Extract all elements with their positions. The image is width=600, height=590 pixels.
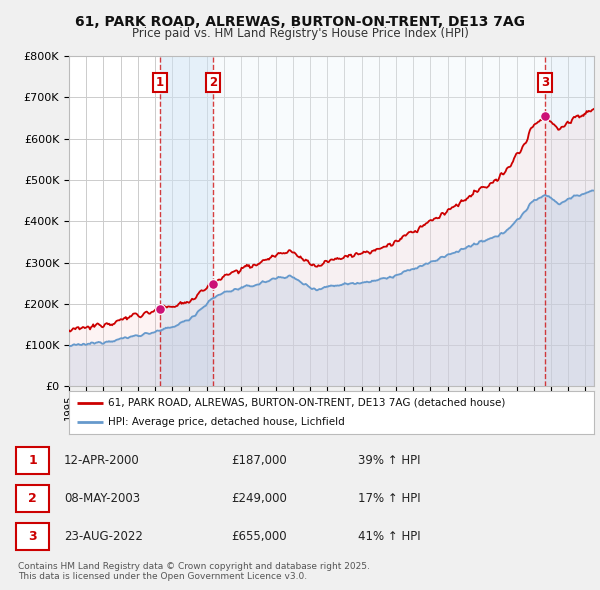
Text: 23-AUG-2022: 23-AUG-2022 <box>64 530 143 543</box>
Text: Price paid vs. HM Land Registry's House Price Index (HPI): Price paid vs. HM Land Registry's House … <box>131 27 469 40</box>
Text: 2: 2 <box>209 76 217 90</box>
Text: £655,000: £655,000 <box>231 530 287 543</box>
FancyBboxPatch shape <box>16 523 49 550</box>
Text: 3: 3 <box>28 530 37 543</box>
FancyBboxPatch shape <box>16 485 49 512</box>
Bar <box>160 56 213 386</box>
Text: 39% ↑ HPI: 39% ↑ HPI <box>358 454 420 467</box>
FancyBboxPatch shape <box>16 447 49 474</box>
Text: Contains HM Land Registry data © Crown copyright and database right 2025.
This d: Contains HM Land Registry data © Crown c… <box>18 562 370 581</box>
Text: 41% ↑ HPI: 41% ↑ HPI <box>358 530 420 543</box>
Text: £249,000: £249,000 <box>231 492 287 505</box>
Text: HPI: Average price, detached house, Lichfield: HPI: Average price, detached house, Lich… <box>109 417 345 427</box>
Text: 61, PARK ROAD, ALREWAS, BURTON-ON-TRENT, DE13 7AG: 61, PARK ROAD, ALREWAS, BURTON-ON-TRENT,… <box>75 15 525 29</box>
Text: 61, PARK ROAD, ALREWAS, BURTON-ON-TRENT, DE13 7AG (detached house): 61, PARK ROAD, ALREWAS, BURTON-ON-TRENT,… <box>109 398 506 408</box>
Text: 1: 1 <box>28 454 37 467</box>
Text: 2: 2 <box>28 492 37 505</box>
Text: 12-APR-2000: 12-APR-2000 <box>64 454 140 467</box>
Bar <box>545 56 594 386</box>
Bar <box>213 56 545 386</box>
Text: 08-MAY-2003: 08-MAY-2003 <box>64 492 140 505</box>
Text: 17% ↑ HPI: 17% ↑ HPI <box>358 492 420 505</box>
Text: 1: 1 <box>156 76 164 90</box>
Text: £187,000: £187,000 <box>231 454 287 467</box>
Text: 3: 3 <box>541 76 549 90</box>
